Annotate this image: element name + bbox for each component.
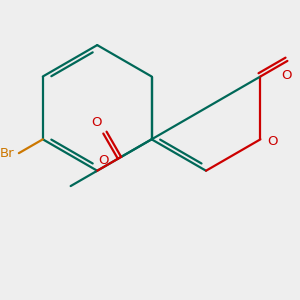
Text: O: O	[281, 70, 292, 83]
Text: O: O	[91, 116, 101, 129]
Text: O: O	[98, 154, 109, 167]
Text: Br: Br	[0, 147, 15, 160]
Text: O: O	[267, 135, 278, 148]
